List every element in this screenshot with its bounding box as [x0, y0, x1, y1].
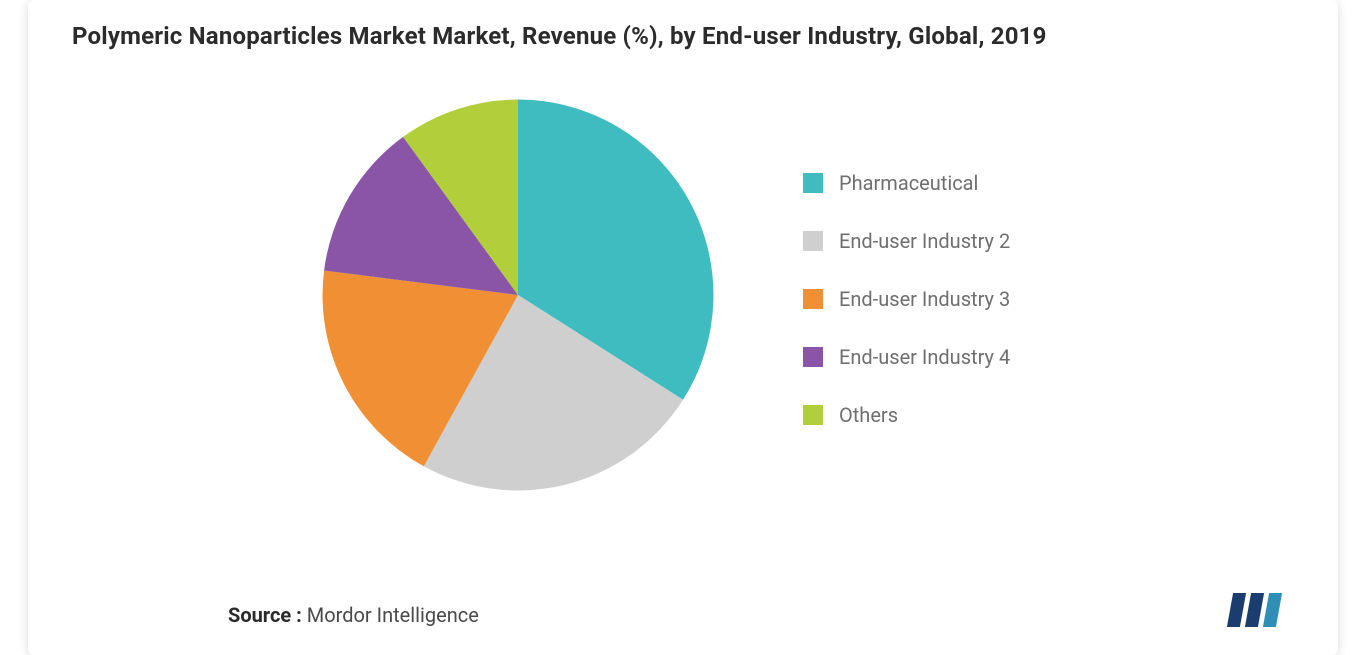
logo-bar — [1227, 593, 1246, 627]
legend: Pharmaceutical End-user Industry 2 End-use… — [803, 163, 1063, 427]
pie-svg — [303, 80, 733, 510]
legend-label: End-user Industry 3 — [839, 287, 1010, 311]
legend-swatch — [803, 289, 823, 309]
chart-row: Pharmaceutical End-user Industry 2 End-use… — [68, 80, 1298, 510]
legend-item: End-user Industry 4 — [803, 345, 1063, 369]
legend-swatch — [803, 231, 823, 251]
logo-bar — [1245, 593, 1264, 627]
legend-label: Pharmaceutical — [839, 171, 978, 195]
chart-title: Polymeric Nanoparticles Market Market, R… — [68, 22, 1298, 50]
legend-label: Others — [839, 403, 898, 427]
source-label: Source : — [228, 603, 302, 627]
legend-item: End-user Industry 3 — [803, 287, 1063, 311]
legend-label: End-user Industry 2 — [839, 229, 1010, 253]
chart-card: Polymeric Nanoparticles Market Market, R… — [28, 0, 1338, 655]
legend-swatch — [803, 347, 823, 367]
source-value: Mordor Intelligence — [307, 603, 479, 627]
legend-item: Pharmaceutical — [803, 171, 1063, 195]
brand-logo — [1226, 591, 1282, 629]
logo-bar — [1263, 593, 1282, 627]
legend-swatch — [803, 173, 823, 193]
legend-item: End-user Industry 2 — [803, 229, 1063, 253]
legend-swatch — [803, 405, 823, 425]
legend-item: Others — [803, 403, 1063, 427]
source-line: Source : Mordor Intelligence — [228, 603, 479, 627]
legend-label: End-user Industry 4 — [839, 345, 1010, 369]
pie-chart — [303, 80, 733, 510]
